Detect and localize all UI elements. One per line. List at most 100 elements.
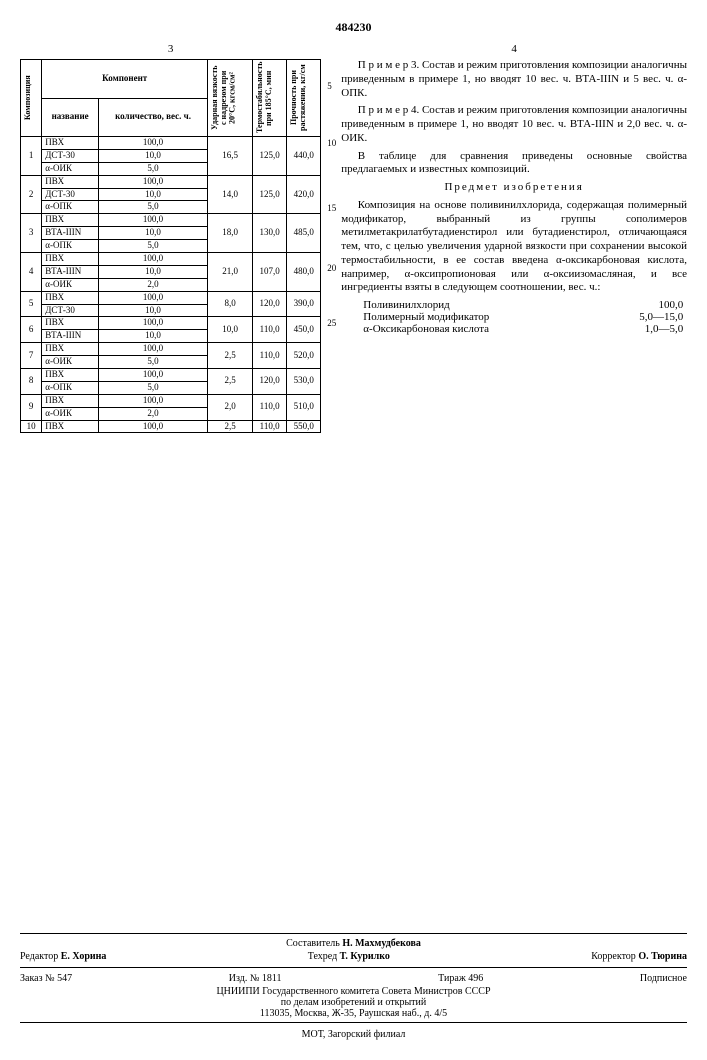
cell-component-qty: 100,0 [98,369,207,382]
cell-component-qty: 5,0 [98,201,207,214]
cell-composition-num: 3 [21,214,42,253]
cell-component-name: ПВХ [42,394,99,407]
left-col-number: 3 [20,43,321,55]
cell-value: 16,5 [208,137,253,176]
cell-component-qty: 100,0 [98,137,207,150]
cell-component-qty: 10,0 [98,265,207,278]
cell-component-qty: 100,0 [98,394,207,407]
cell-component-qty: 10,0 [98,188,207,201]
cell-value: 125,0 [253,137,287,176]
cell-component-name: ПВХ [42,214,99,227]
cell-component-qty: 5,0 [98,162,207,175]
cell-value: 520,0 [287,343,321,369]
cell-value: 480,0 [287,253,321,292]
cell-value: 2,5 [208,343,253,369]
corrector-name: О. Тюрина [638,951,687,962]
compiler-label: Составитель [286,938,340,949]
cell-composition-num: 2 [21,175,42,214]
table-row: 3ПВХ100,018,0130,0485,0 [21,214,321,227]
subscription: Подписное [640,973,687,984]
cell-composition-num: 4 [21,253,42,292]
editor-label: Редактор [20,951,58,962]
claim-text: Композиция на основе поливинилхлорида, с… [341,199,687,295]
cell-component-qty: 100,0 [98,343,207,356]
cell-value: 10,0 [208,317,253,343]
cell-component-qty: 10,0 [98,149,207,162]
cell-value: 120,0 [253,291,287,317]
editor-name: Е. Хорина [61,951,107,962]
cell-component-name: ПВХ [42,175,99,188]
cell-composition-num: 5 [21,291,42,317]
address: 113035, Москва, Ж-35, Раушская наб., д. … [20,1008,687,1019]
cell-component-qty: 5,0 [98,240,207,253]
cell-component-name: ПВХ [42,317,99,330]
cell-component-name: α-ОПК [42,381,99,394]
cell-composition-num: 8 [21,369,42,395]
cell-value: 130,0 [253,214,287,253]
data-table: Композиция Компонент Ударная вязкость с … [20,59,321,433]
cell-component-qty: 10,0 [98,227,207,240]
cell-composition-num: 1 [21,137,42,176]
line-number-mark: 20 [327,263,336,273]
line-number-mark: 10 [327,138,336,148]
cell-component-qty: 100,0 [98,253,207,266]
cell-value: 110,0 [253,420,287,433]
ingredient-name: Полимерный модификатор [363,311,583,323]
th-impact: Ударная вязкость с надрезом при 20°С, кг… [210,61,238,135]
table-row: 7ПВХ100,02,5110,0520,0 [21,343,321,356]
th-component: Компонент [42,60,208,99]
cell-value: 110,0 [253,343,287,369]
subject-title: Предмет изобретения [341,181,687,195]
cell-value: 2,0 [208,394,253,420]
cell-composition-num: 6 [21,317,42,343]
cell-component-qty: 100,0 [98,214,207,227]
footer: Составитель Н. Махмудбекова Редактор Е. … [20,933,687,1040]
cell-value: 110,0 [253,317,287,343]
table-row: 2ПВХ100,014,0125,0420,0 [21,175,321,188]
techred-label: Техред [308,951,337,962]
cell-component-qty: 10,0 [98,330,207,343]
table-row: 4ПВХ100,021,0107,0480,0 [21,253,321,266]
table-note: В таблице для сравнения приведены основн… [341,150,687,178]
cell-value: 14,0 [208,175,253,214]
cell-component-name: α-ОПК [42,240,99,253]
cell-component-name: ВТА-IIIN [42,265,99,278]
tirage-num: 496 [468,973,483,984]
cell-component-qty: 100,0 [98,175,207,188]
cell-composition-num: 7 [21,343,42,369]
org-line-2: по делам изобретений и открытий [20,997,687,1008]
cell-component-name: ПВХ [42,343,99,356]
th-composition: Композиция [23,61,34,135]
cell-component-qty: 10,0 [98,304,207,317]
cell-value: 107,0 [253,253,287,292]
th-strength: Прочность при растяжении, кг/см [289,61,309,135]
compiler-name: Н. Махмудбекова [342,938,421,949]
cell-value: 8,0 [208,291,253,317]
example-3: П р и м е р 3. Состав и режим приготовле… [341,59,687,100]
right-col-number: 4 [341,43,687,55]
techred-name: Т. Курилко [340,951,390,962]
cell-value: 2,5 [208,420,253,433]
cell-value: 440,0 [287,137,321,176]
table-row: 10ПВХ100,02,5110,0550,0 [21,420,321,433]
ingredients-list: ПоливинилхлоридПолимерный модификаторα-О… [363,299,687,335]
th-name: название [42,98,99,137]
cell-component-qty: 100,0 [98,317,207,330]
cell-component-qty: 100,0 [98,420,207,433]
cell-component-name: α-ОИК [42,356,99,369]
cell-component-name: ПВХ [42,137,99,150]
cell-value: 530,0 [287,369,321,395]
cell-component-name: ВТА-IIIN [42,227,99,240]
table-row: 9ПВХ100,02,0110,0510,0 [21,394,321,407]
printer: МОТ, Загорский филиал [20,1026,687,1040]
org-line-1: ЦНИИПИ Государственного комитета Совета … [20,986,687,997]
cell-component-name: α-ОПК [42,201,99,214]
cell-component-name: ПВХ [42,420,99,433]
example-4: П р и м е р 4. Состав и режим приготовле… [341,104,687,145]
cell-value: 485,0 [287,214,321,253]
cell-component-name: α-ОИК [42,162,99,175]
cell-value: 450,0 [287,317,321,343]
cell-value: 550,0 [287,420,321,433]
ingredient-value: 5,0—15,0 [583,311,683,323]
cell-component-name: ВТА-IIIN [42,330,99,343]
